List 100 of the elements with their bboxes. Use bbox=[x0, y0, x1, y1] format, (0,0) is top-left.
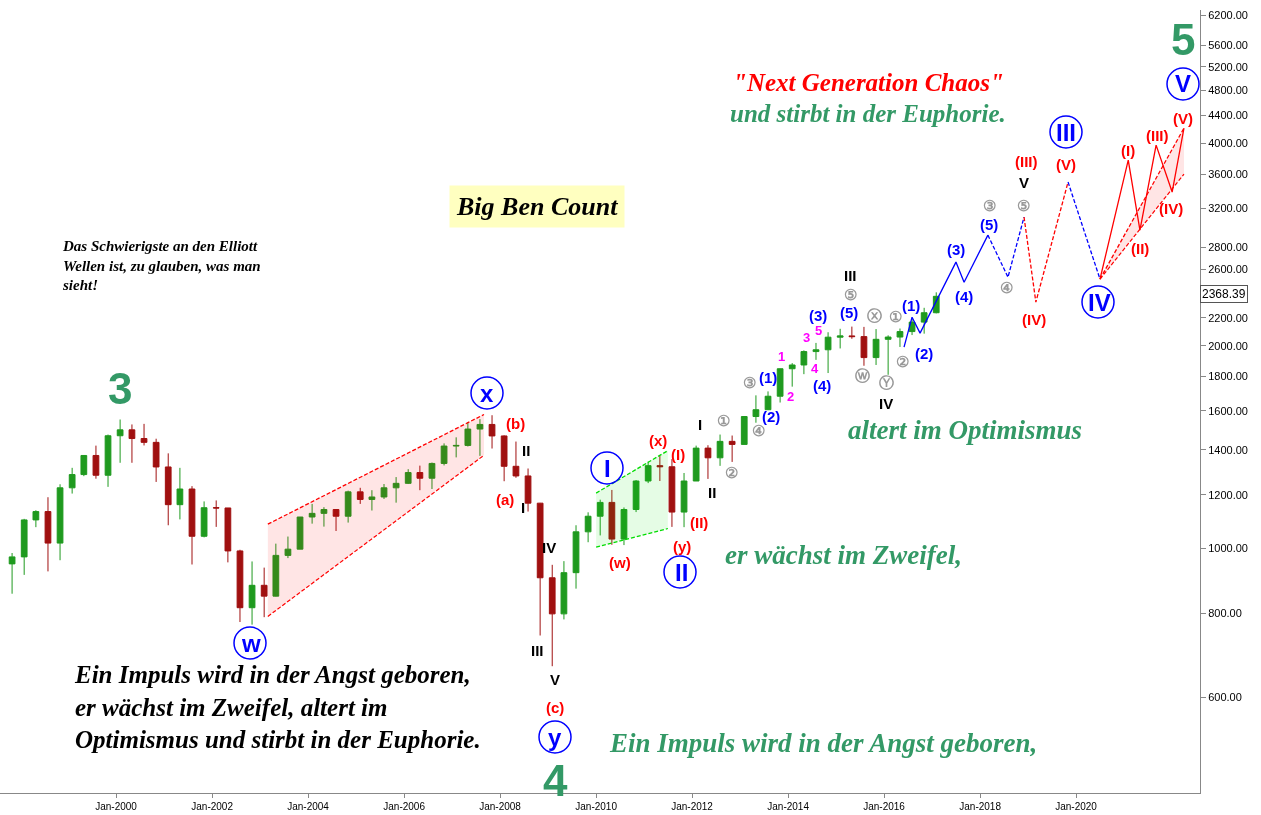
annotation: (1) bbox=[902, 297, 921, 314]
annotation: I bbox=[604, 455, 611, 482]
x-tick-label: Jan-2002 bbox=[191, 801, 234, 812]
annotation: (II) bbox=[1131, 240, 1150, 257]
x-tick-label: Jan-2008 bbox=[479, 801, 522, 812]
annotation: (2) bbox=[762, 408, 781, 425]
annotation: ③ bbox=[743, 374, 756, 391]
annotation: 2 bbox=[787, 389, 795, 404]
annotation: 4 bbox=[543, 756, 568, 805]
y-tick-label: 4000.00 bbox=[1208, 137, 1248, 150]
y-tick-label: 1200.00 bbox=[1208, 488, 1248, 501]
annotation: (4) bbox=[813, 377, 832, 394]
x-tick-label: Jan-2020 bbox=[1055, 801, 1098, 812]
annotation: 1 bbox=[778, 349, 786, 364]
y-tick-label: 1600.00 bbox=[1208, 404, 1248, 417]
x-tick-label: Jan-2014 bbox=[767, 801, 810, 812]
annotation: V bbox=[550, 671, 561, 688]
y-tick-label: 2200.00 bbox=[1208, 311, 1248, 324]
annotation: ① bbox=[889, 308, 902, 325]
annotation: (5) bbox=[840, 304, 859, 321]
y-tick-label: 2800.00 bbox=[1208, 241, 1248, 254]
text: Big Ben Count bbox=[456, 192, 619, 221]
annotation: II bbox=[675, 559, 689, 586]
y-tick-label: 4800.00 bbox=[1208, 83, 1248, 96]
annotation: ⑤ bbox=[1017, 197, 1030, 214]
annotation: (III) bbox=[1015, 153, 1038, 170]
annotation: (x) bbox=[649, 432, 668, 449]
y-tick-label: 5600.00 bbox=[1208, 38, 1248, 51]
annotation: I bbox=[521, 499, 526, 516]
annotation: ⓦ bbox=[855, 367, 870, 384]
annotation: ⓧ bbox=[867, 307, 882, 324]
x-tick-label: Jan-2012 bbox=[671, 801, 714, 812]
annotation: 5 bbox=[815, 323, 823, 338]
y-tick-label: 3600.00 bbox=[1208, 167, 1248, 180]
annotation: (I) bbox=[1121, 142, 1136, 159]
annotation: y bbox=[548, 724, 562, 751]
annotation: 3 bbox=[108, 364, 133, 413]
annotation: (y) bbox=[673, 538, 692, 555]
annotation: III bbox=[531, 642, 544, 659]
x-tick-label: Jan-2018 bbox=[959, 801, 1002, 812]
annotation: Ein Impuls wird in der Angst geboren, er wächst im Zweifel, altert im Optimismus und stirbt in der Euphorie. bbox=[74, 661, 481, 753]
annotation: "Next Generation Chaos" bbox=[733, 69, 1004, 96]
annotation: I bbox=[698, 416, 703, 433]
annotation: III bbox=[844, 267, 857, 284]
annotation: ③ bbox=[983, 197, 996, 214]
annotation: (3) bbox=[809, 307, 828, 324]
annotation: 5 bbox=[1171, 15, 1196, 64]
annotation: (V) bbox=[1173, 110, 1193, 127]
annotation: III bbox=[1056, 119, 1077, 146]
annotation: und stirbt in der Euphorie. bbox=[730, 100, 1006, 127]
x-tick-label: Jan-2016 bbox=[863, 801, 906, 812]
y-tick-label: 800.00 bbox=[1208, 606, 1242, 619]
annotation: (5) bbox=[980, 216, 999, 233]
annotation: (w) bbox=[609, 554, 631, 571]
annotation: ⑤ bbox=[844, 286, 857, 303]
annotation: (2) bbox=[915, 345, 934, 362]
x-tick-label: Jan-2010 bbox=[575, 801, 618, 812]
annotation: (1) bbox=[759, 369, 778, 386]
annotation: (3) bbox=[947, 241, 966, 258]
annotation: (b) bbox=[506, 415, 526, 432]
annotation: II bbox=[522, 442, 531, 459]
annotation: ② bbox=[896, 353, 909, 370]
annotation: Ein Impuls wird in der Angst geboren, bbox=[609, 728, 1038, 758]
y-tick-label: 600.00 bbox=[1208, 690, 1242, 703]
annotation: (IV) bbox=[1022, 311, 1047, 328]
x-tick-label: Jan-2000 bbox=[95, 801, 138, 812]
annotation: w bbox=[241, 630, 261, 657]
annotation: Das Schwierigste an den Elliott Wellen ist, zu glauben, was man sieht! bbox=[62, 238, 261, 293]
y-tick-label: 2600.00 bbox=[1208, 262, 1248, 275]
text: 2368.39 bbox=[1202, 287, 1246, 301]
annotation: (IV) bbox=[1159, 200, 1184, 217]
annotation: IV bbox=[879, 395, 894, 412]
annotation: II bbox=[708, 484, 717, 501]
annotation: (V) bbox=[1056, 156, 1076, 173]
annotation: IV bbox=[1088, 289, 1111, 316]
y-tick-label: 3200.00 bbox=[1208, 202, 1248, 215]
annotation: Ⓨ bbox=[879, 374, 894, 391]
annotation: (II) bbox=[690, 514, 709, 531]
annotation: x bbox=[480, 380, 494, 407]
annotation: V bbox=[1019, 174, 1030, 191]
annotation: IV bbox=[542, 539, 557, 556]
y-tick-label: 4400.00 bbox=[1208, 109, 1248, 122]
annotation: (III) bbox=[1146, 127, 1169, 144]
x-tick-label: Jan-2004 bbox=[287, 801, 330, 812]
annotation: (c) bbox=[546, 699, 565, 716]
annotation: (I) bbox=[671, 446, 686, 463]
y-tick-label: 1400.00 bbox=[1208, 443, 1248, 456]
annotation: ① bbox=[717, 412, 730, 429]
annotation: (a) bbox=[496, 491, 515, 508]
annotation: altert im Optimismus bbox=[848, 415, 1083, 445]
y-tick-label: 1000.00 bbox=[1208, 541, 1248, 554]
y-tick-label: 2000.00 bbox=[1208, 339, 1248, 352]
x-tick-label: Jan-2006 bbox=[383, 801, 426, 812]
annotation: 3 bbox=[803, 330, 811, 345]
annotation: ④ bbox=[1000, 279, 1013, 296]
annotation: ② bbox=[725, 464, 738, 481]
y-tick-label: 5200.00 bbox=[1208, 60, 1248, 73]
annotation: 4 bbox=[811, 361, 819, 376]
annotation: (4) bbox=[955, 288, 974, 305]
y-tick-label: 1800.00 bbox=[1208, 370, 1248, 383]
